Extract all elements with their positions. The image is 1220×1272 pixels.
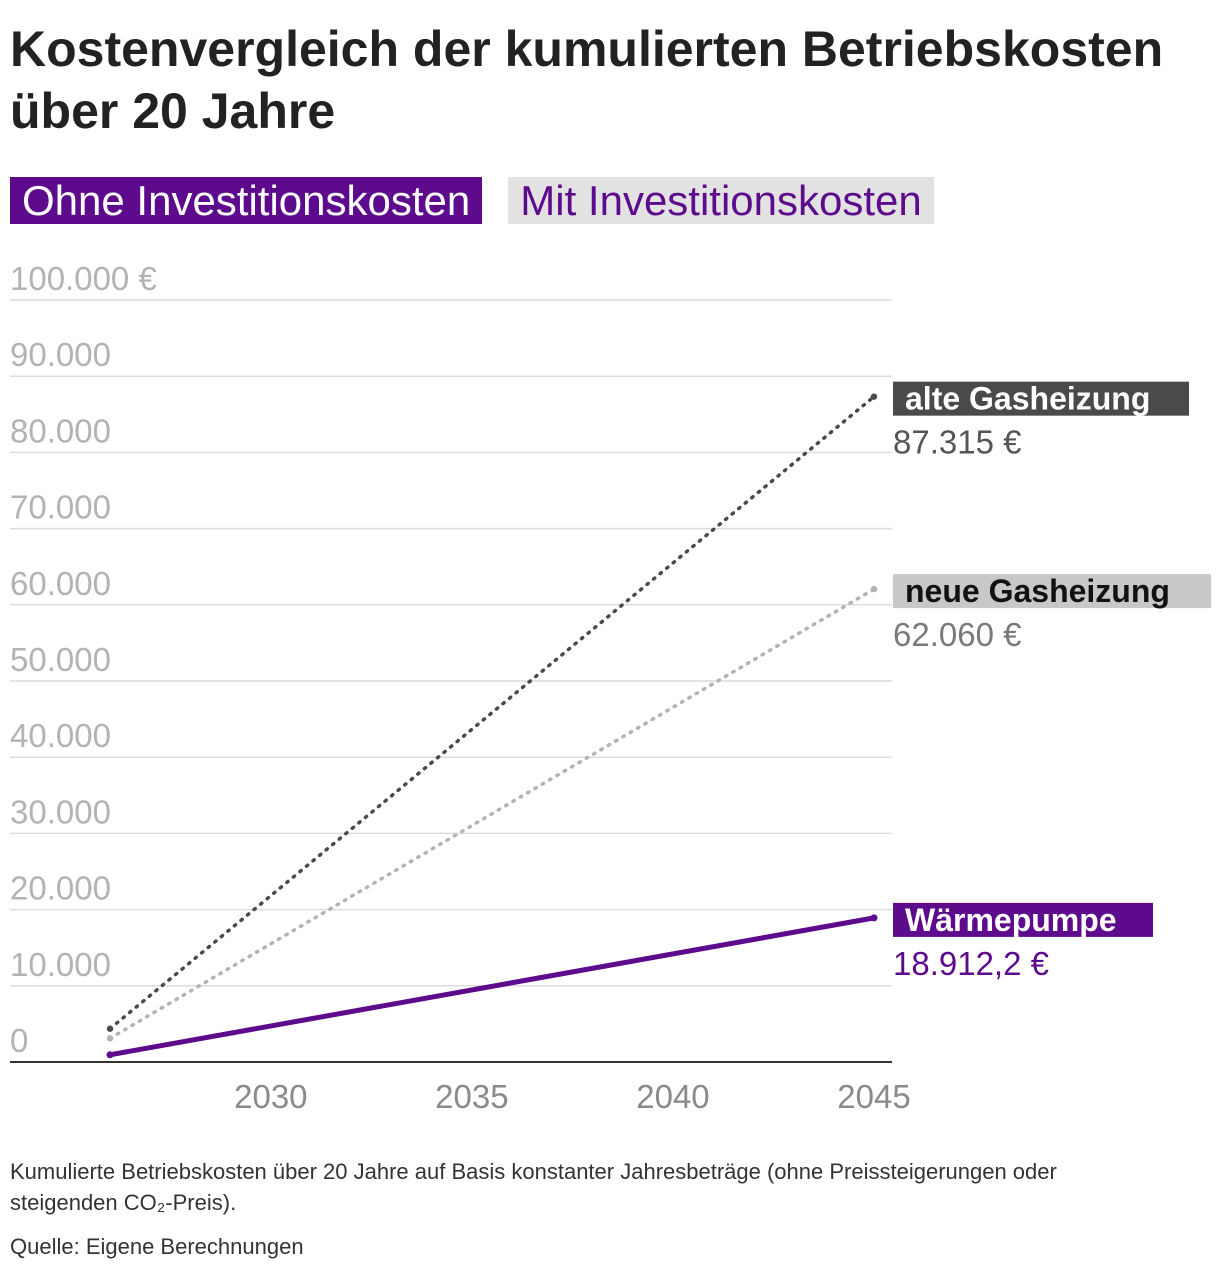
y-tick-label: 60.000 — [10, 565, 111, 602]
chart-source: Quelle: Eigene Berechnungen — [10, 1234, 304, 1259]
y-tick-label: 80.000 — [10, 412, 111, 449]
series-point-neue-gasheizung — [870, 585, 878, 593]
x-tick-label: 2035 — [435, 1078, 508, 1115]
series-end-value-neue-gasheizung: 62.060 € — [893, 616, 1021, 653]
series-end-value-alte-gasheizung: 87.315 € — [893, 424, 1021, 461]
toggle-mit-investitionskosten[interactable]: Mit Investitionskosten — [508, 177, 934, 224]
series-point-waermepumpe — [106, 1051, 114, 1059]
y-tick-label: 20.000 — [10, 870, 111, 907]
series-end-value-waermepumpe: 18.912,2 € — [893, 945, 1049, 982]
x-tick-label: 2040 — [636, 1078, 709, 1115]
cost-toggle: Ohne Investitionskosten Mit Investitions… — [10, 177, 934, 224]
y-tick-label: 90.000 — [10, 336, 111, 373]
series-name-neue-gasheizung: neue Gasheizung — [905, 573, 1170, 609]
y-tick-label: 40.000 — [10, 717, 111, 754]
y-tick-label: 0 — [10, 1022, 28, 1059]
y-tick-label: 10.000 — [10, 946, 111, 983]
y-tick-label: 50.000 — [10, 641, 111, 678]
series-point-neue-gasheizung — [106, 1035, 114, 1042]
y-tick-label: 30.000 — [10, 793, 111, 830]
series-name-waermepumpe: Wärmepumpe — [905, 902, 1117, 938]
x-tick-label: 2030 — [234, 1078, 307, 1115]
series-name-alte-gasheizung: alte Gasheizung — [905, 381, 1150, 417]
series-point-alte-gasheizung — [106, 1025, 114, 1032]
series-label-box-waermepumpe — [893, 902, 1153, 937]
series-line-waermepumpe — [107, 915, 877, 1058]
series-label-box-alte-gasheizung — [893, 381, 1189, 416]
y-tick-label: 70.000 — [10, 489, 111, 526]
chart-footnote: Kumulierte Betriebskosten über 20 Jahre … — [10, 1159, 1057, 1215]
series-line-neue-gasheizung — [108, 587, 876, 1041]
y-tick-label: 100.000 € — [10, 260, 157, 297]
x-tick-label: 2045 — [837, 1078, 910, 1115]
line-chart: 0 10.000 20.000 30.000 40.000 50.000 60.000 70.… — [10, 260, 1211, 1115]
series-point-waermepumpe — [870, 914, 878, 922]
toggle-ohne-investitionskosten[interactable]: Ohne Investitionskosten — [10, 177, 483, 224]
series-label-box-neue-gasheizung — [893, 574, 1211, 609]
series-line-alte-gasheizung — [108, 394, 876, 1031]
page-title: Kostenvergleich der kumulierten Betriebs… — [10, 21, 1164, 139]
series-point-alte-gasheizung — [870, 393, 878, 400]
